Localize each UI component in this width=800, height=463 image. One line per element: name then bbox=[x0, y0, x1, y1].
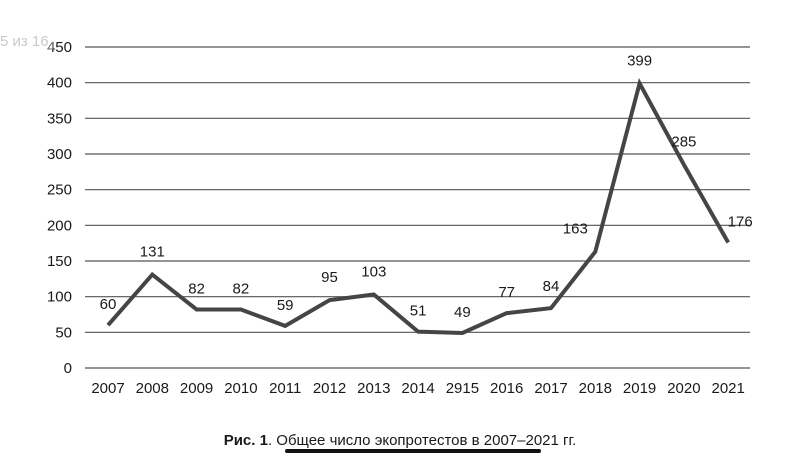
y-tick-label-0: 0 bbox=[64, 360, 72, 377]
x-tick-label-2018: 2018 bbox=[579, 380, 612, 397]
page-indicator: 5 из 16 bbox=[0, 33, 53, 50]
data-label-2017: 84 bbox=[543, 278, 560, 295]
y-tick-label-250: 250 bbox=[47, 182, 72, 199]
data-label-2020: 285 bbox=[671, 134, 696, 151]
data-label-2007: 60 bbox=[100, 296, 117, 313]
data-label-2011: 59 bbox=[277, 297, 294, 314]
series-line bbox=[106, 78, 730, 336]
y-tick-label-450: 450 bbox=[47, 39, 72, 56]
data-label-2915: 49 bbox=[454, 304, 471, 321]
data-label-2016: 77 bbox=[498, 284, 515, 301]
gridlines bbox=[85, 46, 750, 369]
y-tick-label-150: 150 bbox=[47, 253, 72, 270]
data-label-2014: 51 bbox=[410, 303, 427, 320]
x-tick-label-2016: 2016 bbox=[490, 380, 523, 397]
figure-number: Рис. 1 bbox=[223, 432, 268, 449]
x-tick-label-2009: 2009 bbox=[180, 380, 213, 397]
x-tick-label-2012: 2012 bbox=[313, 380, 346, 397]
x-tick-label-2017: 2017 bbox=[534, 380, 567, 397]
caption-underline bbox=[285, 449, 541, 453]
data-label-2008: 131 bbox=[140, 244, 165, 261]
x-tick-label-2007: 2007 bbox=[91, 380, 124, 397]
x-tick-label-2008: 2008 bbox=[136, 380, 169, 397]
y-tick-label-200: 200 bbox=[47, 217, 72, 234]
caption-text: . Общее число экопротестов в 2007–2021 г… bbox=[267, 432, 577, 449]
line-chart: 0 50 100 150 200 250 300 350 400 450 2007 2008 2009… bbox=[47, 39, 753, 397]
data-label-2010: 82 bbox=[233, 281, 250, 298]
y-tick-label-400: 400 bbox=[47, 75, 72, 92]
x-tick-label-2019: 2019 bbox=[623, 380, 656, 397]
x-tick-label-2011: 2011 bbox=[269, 380, 301, 397]
y-tick-label-100: 100 bbox=[47, 289, 72, 306]
y-tick-label-300: 300 bbox=[47, 146, 72, 163]
figure-caption: Рис. 1. Общее число экопротестов в 2007–… bbox=[0, 432, 800, 449]
data-label-2021: 176 bbox=[728, 213, 753, 230]
x-axis-ticks: 2007 2008 2009 2010 2011 2012 2013 2014 2915 2016… bbox=[91, 380, 745, 397]
x-tick-label-2014: 2014 bbox=[401, 380, 434, 397]
x-tick-label-2013: 2013 bbox=[357, 380, 390, 397]
series-line-layer bbox=[106, 78, 730, 336]
x-tick-label-2010: 2010 bbox=[224, 380, 257, 397]
x-tick-label-2020: 2020 bbox=[667, 380, 700, 397]
y-tick-label-50: 50 bbox=[55, 324, 72, 341]
y-tick-label-350: 350 bbox=[47, 110, 72, 127]
data-label-2018: 163 bbox=[563, 221, 588, 238]
x-tick-label-2021: 2021 bbox=[712, 380, 745, 397]
data-label-2012: 95 bbox=[321, 269, 338, 286]
data-label-2013: 103 bbox=[361, 264, 386, 281]
x-tick-label-2915: 2915 bbox=[446, 380, 479, 397]
data-label-2019: 399 bbox=[627, 52, 652, 69]
data-label-2009: 82 bbox=[188, 281, 205, 298]
y-axis-ticks: 0 50 100 150 200 250 300 350 400 450 bbox=[47, 39, 72, 377]
data-labels: 60 131 82 82 59 95 103 51 49 77 84 163 399 285 176 bbox=[100, 52, 753, 321]
